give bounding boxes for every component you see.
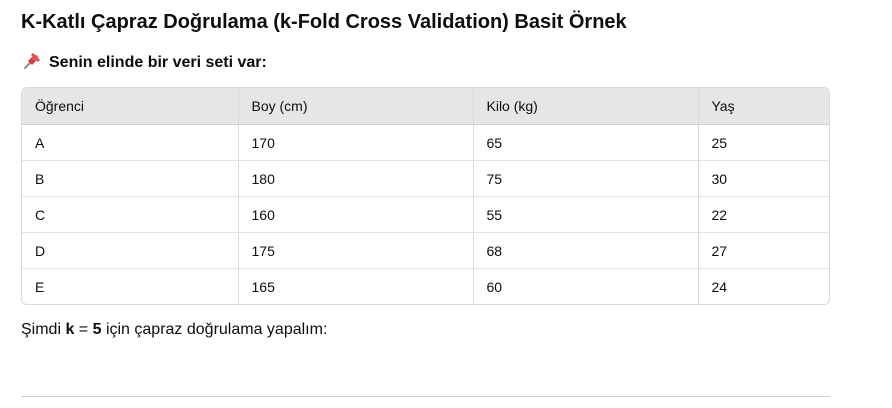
- table-cell: 65: [473, 124, 699, 161]
- table-cell: 30: [698, 160, 829, 197]
- column-header-height: Boy (cm): [238, 88, 474, 125]
- column-header-weight: Kilo (kg): [473, 88, 699, 125]
- table-cell: E: [22, 268, 239, 304]
- k-label: k: [65, 321, 75, 338]
- table-cell: 22: [698, 196, 829, 233]
- table-cell: 170: [238, 124, 474, 161]
- data-table: Öğrenci Boy (cm) Kilo (kg) Yaş A 170 65 …: [21, 87, 830, 305]
- table-cell: 25: [698, 124, 829, 161]
- table-cell: 68: [473, 232, 699, 269]
- table-cell: 175: [238, 232, 474, 269]
- sentence-prefix: Şimdi: [21, 321, 66, 338]
- instruction-sentence: Şimdi k = 5 için çapraz doğrulama yapalı…: [21, 319, 327, 341]
- intro-line: Senin elinde bir veri seti var:: [21, 52, 267, 74]
- sentence-equals: =: [74, 321, 93, 338]
- table-header-row: Öğrenci Boy (cm) Kilo (kg) Yaş: [22, 88, 829, 125]
- divider: [21, 396, 830, 397]
- table-cell: 165: [238, 268, 474, 304]
- intro-text: Senin elinde bir veri seti var:: [49, 54, 267, 71]
- table-row: D 175 68 27: [22, 232, 829, 269]
- table-cell: A: [22, 124, 239, 161]
- table-row: A 170 65 25: [22, 124, 829, 161]
- k-value: 5: [92, 321, 102, 338]
- table-row: C 160 55 22: [22, 196, 829, 233]
- column-header-student: Öğrenci: [22, 88, 239, 125]
- table-cell: 27: [698, 232, 829, 269]
- table-row: B 180 75 30: [22, 160, 829, 197]
- pushpin-icon: [21, 52, 41, 72]
- sentence-suffix: için çapraz doğrulama yapalım:: [101, 321, 328, 338]
- table-cell: 180: [238, 160, 474, 197]
- table-cell: 75: [473, 160, 699, 197]
- table-cell: C: [22, 196, 239, 233]
- page-title: K-Katlı Çapraz Doğrulama (k-Fold Cross V…: [21, 11, 627, 33]
- table-cell: 60: [473, 268, 699, 304]
- table-cell: 160: [238, 196, 474, 233]
- table-row: E 165 60 24: [22, 268, 829, 304]
- column-header-age: Yaş: [698, 88, 829, 125]
- table-cell: B: [22, 160, 239, 197]
- table-cell: 24: [711, 278, 728, 295]
- table-cell: 55: [473, 196, 699, 233]
- table-cell: D: [22, 232, 239, 269]
